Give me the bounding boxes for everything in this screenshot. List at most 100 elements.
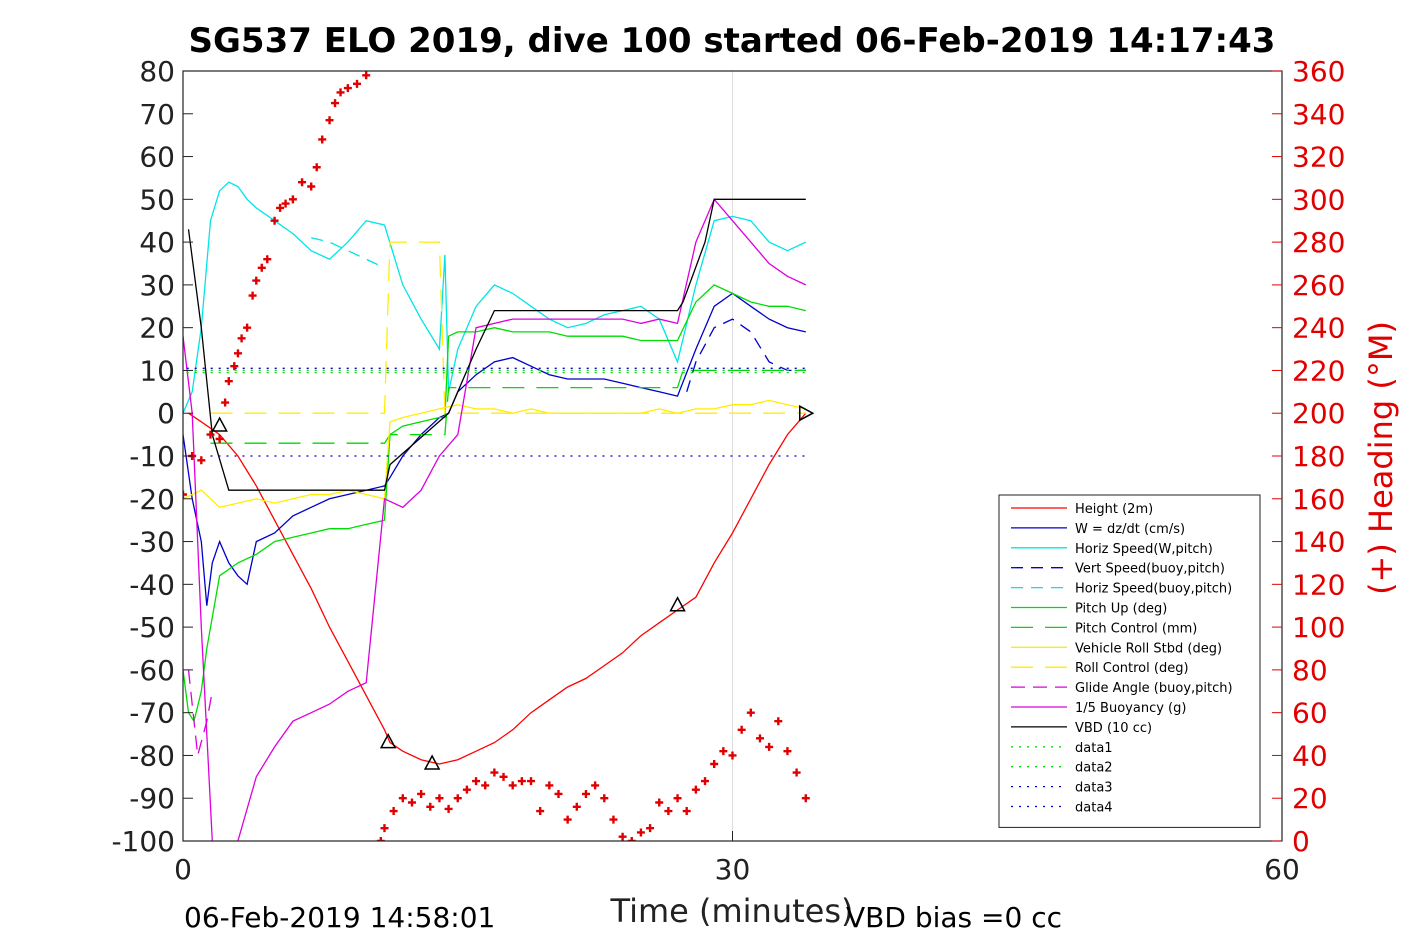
legend-entry: Vert Speed(buoy,pitch) [1075,562,1225,577]
heading-point [215,434,224,443]
y-right-tick-label: 120 [1292,568,1345,601]
heading-point [719,747,728,756]
heading-point [774,717,783,726]
legend-entry: W = dz/dt (cm/s) [1075,522,1185,537]
heading-point [331,99,340,108]
heading-point [336,88,345,97]
heading-point [197,456,206,465]
heading-point [371,63,379,71]
y-tick-label: 10 [139,354,175,387]
heading-point [618,832,627,841]
legend-entry: data4 [1075,801,1113,816]
footer-vbd-bias: VBD bias =0 cc [846,901,1062,934]
series-line-12 [187,198,806,491]
heading-point [701,777,710,786]
heading-point [453,794,462,803]
y-tick-label: -100 [111,825,175,858]
heading-point [664,807,673,816]
legend-entry: Vehicle Roll Stbd (deg) [1075,641,1222,656]
y-tick-label: 0 [157,397,175,430]
y-right-tick-label: 40 [1292,739,1328,772]
y-tick-label: -70 [129,697,175,730]
legend-entry: data1 [1075,741,1113,756]
heading-point [636,828,645,837]
series-line-8 [183,399,806,509]
end-arrow-marker [799,404,815,422]
y-right-tick-label: 300 [1292,183,1345,216]
y-tick-label: 50 [139,183,175,216]
y-tick-label: -30 [129,526,175,559]
series-line-5 [311,237,385,269]
x-axis-label: Time (minutes) [610,892,854,930]
legend-entry: 1/5 Buoyancy (g) [1075,701,1186,716]
event-triangle [669,596,686,612]
y-right-tick-label: 240 [1292,312,1345,345]
y-tick-label: 70 [139,98,175,131]
legend-entry: Pitch Control (mm) [1075,621,1197,636]
heading-point [499,772,508,781]
y-right-tick-label: 280 [1292,226,1345,259]
heading-point [462,785,471,794]
heading-point [276,203,285,212]
y-right-tick-label: 220 [1292,354,1345,387]
heading-point [307,182,316,191]
y-right-tick-label: 320 [1292,141,1345,174]
heading-point [691,785,700,794]
heading-point [252,276,261,285]
heading-point [389,807,398,816]
heading-point [407,798,416,807]
legend-entry: Horiz Speed(buoy,pitch) [1075,582,1232,597]
x-tick-label: 60 [1264,853,1300,886]
y-right-tick-label: 100 [1292,611,1345,644]
legend-entry: Pitch Up (deg) [1075,602,1167,617]
heading-point [792,768,801,777]
y-right-tick-label: 340 [1292,98,1345,131]
series-line-4 [686,318,806,392]
heading-point [312,163,321,172]
heading-point [481,781,490,790]
legend-entry: data2 [1075,761,1113,776]
legend-entry: Horiz Speed(W,pitch) [1075,542,1213,557]
y-right-tick-label: 160 [1292,483,1345,516]
series-layer [183,181,807,841]
x-tick-label: 30 [715,853,751,886]
heading-point [673,794,682,803]
heading-point [248,291,257,300]
heading-point [417,789,426,798]
series-line-6 [183,284,806,723]
heading-point [728,751,737,760]
y-right-tick-label: 60 [1292,697,1328,730]
legend: Height (2m) W = dz/dt (cm/s) Horiz Speed(W… [998,494,1261,828]
heading-point [710,760,719,768]
heading-point [591,781,600,790]
y-right-tick-label: 80 [1292,654,1328,687]
heading-point [362,71,371,80]
heading-point [755,734,764,743]
heading-point [237,334,246,343]
heading-point [224,377,233,386]
event-triangle [423,754,441,770]
heading-point [444,804,453,813]
y-tick-label: 80 [139,55,175,88]
y-tick-label: -90 [129,782,175,815]
heading-point [183,490,187,499]
heading-point [288,195,297,204]
y-axis-right: 3603403203002802602402202001801601401201… [1272,55,1345,858]
heading-point [490,768,499,777]
y-axis-left: 80 70 60 50 40 30 20 10 0 -10 -20 -30 -40 -50 -60 -70 -8… [111,55,193,858]
heading-point [230,362,239,371]
series-line-9 [210,241,806,414]
heading-point [563,815,572,824]
legend-entry: VBD (10 cc) [1075,721,1152,736]
heading-point [281,199,290,208]
chart-title: SG537 ELO 2019, dive 100 started 06-Feb-… [189,21,1276,61]
y-tick-label: -80 [129,739,175,772]
heading-point [243,323,252,332]
heading-point [554,789,563,798]
event-triangle [211,416,228,432]
y-axis-right-label: (+) Heading (°M) [1362,321,1400,595]
legend-box [998,494,1261,828]
heading-point [318,135,327,144]
y-right-tick-label: 260 [1292,269,1345,302]
y-tick-label: -20 [129,483,175,516]
